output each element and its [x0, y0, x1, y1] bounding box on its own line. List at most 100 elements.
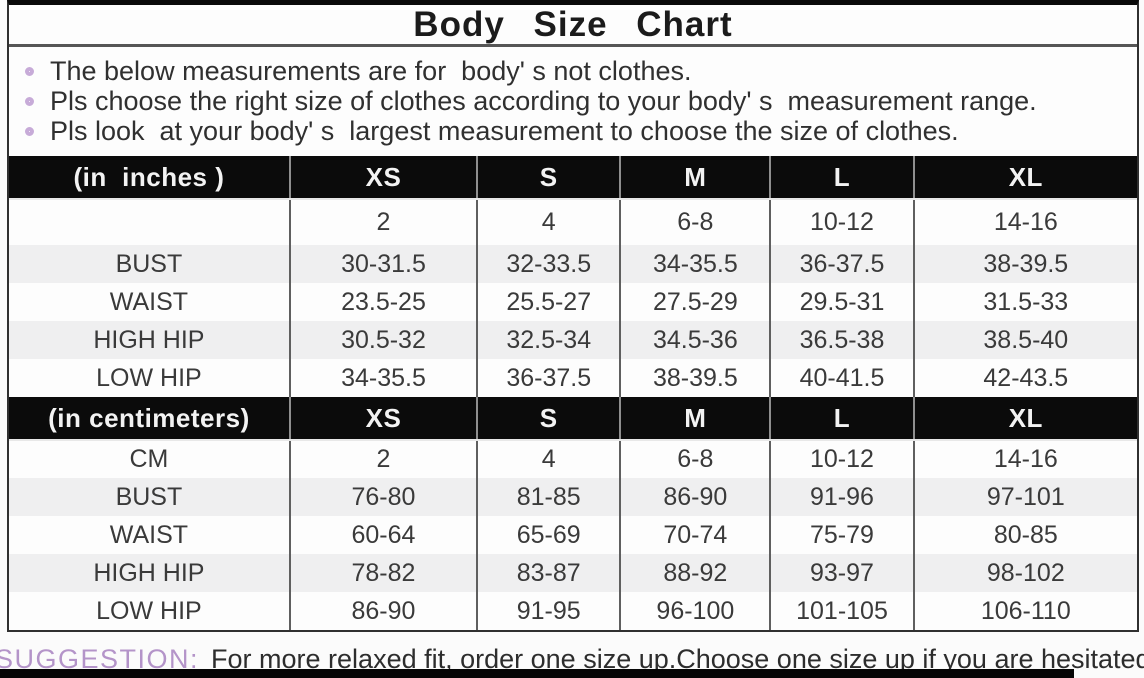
measure-label: WAIST: [109, 520, 189, 549]
size-table-centimeters: (in centimeters) XS S M L XL CM 2 4 6-8 10-12 14-16…: [9, 397, 1137, 630]
size-value: 101-105: [769, 592, 914, 630]
measure-label: LOW HIP: [96, 363, 202, 392]
size-value: 38-39.5: [619, 359, 771, 397]
size-column-header: S: [476, 156, 621, 200]
size-value: 36.5-38: [769, 321, 914, 359]
size-value: 29.5-31: [769, 283, 914, 321]
size-value: 14-16: [912, 440, 1137, 478]
note-line: Pls choose the right size of clothes acc…: [25, 86, 1129, 116]
size-value: 6-8: [619, 199, 771, 245]
size-value: 34-35.5: [288, 359, 478, 397]
size-value: 88-92: [619, 554, 771, 592]
measure-label: CM: [129, 445, 169, 473]
size-value: 4: [476, 440, 621, 478]
measure-label: HIGH HIP: [93, 325, 205, 354]
header-row: (in centimeters) XS S M L XL: [9, 397, 1137, 441]
size-value: 93-97: [769, 554, 914, 592]
size-value: 81-85: [476, 478, 621, 516]
table-row: HIGH HIP 30.5-32 32.5-34 34.5-36 36.5-38 38.5…: [9, 321, 1137, 359]
size-value: 91-96: [769, 478, 914, 516]
size-value: 78-82: [288, 554, 478, 592]
size-column-header: S: [476, 397, 621, 441]
size-column-header: XL: [912, 397, 1137, 441]
size-column-header: XS: [288, 156, 478, 200]
size-value: 60-64: [288, 516, 478, 554]
size-value: 14-16: [912, 199, 1137, 245]
note-text: Pls look at your body' s largest measure…: [50, 116, 959, 146]
size-column-header: M: [619, 156, 771, 200]
size-column-header: XS: [288, 397, 478, 441]
table-row: 2 4 6-8 10-12 14-16: [9, 199, 1137, 245]
size-value: 30-31.5: [288, 245, 478, 283]
size-table-inches: (in inches ) XS S M L XL 2 4 6-8 10-12 14-16 BUST 30…: [9, 156, 1137, 397]
size-value: 25.5-27: [476, 283, 621, 321]
bullet-icon: [25, 126, 34, 136]
unit-header: (in centimeters): [9, 397, 290, 441]
size-value: 10-12: [769, 440, 914, 478]
note-line: Pls look at your body' s largest measure…: [25, 116, 1129, 146]
size-value: 97-101: [912, 478, 1137, 516]
table-row: WAIST 60-64 65-69 70-74 75-79 80-85: [9, 516, 1137, 554]
header-row: (in inches ) XS S M L XL: [9, 156, 1137, 200]
size-value: 65-69: [476, 516, 621, 554]
table-row: CM 2 4 6-8 10-12 14-16: [9, 440, 1137, 478]
table-row: BUST 76-80 81-85 86-90 91-96 97-101: [9, 478, 1137, 516]
size-value: 31.5-33: [912, 283, 1137, 321]
size-value: 98-102: [912, 554, 1137, 592]
table-row: LOW HIP 86-90 91-95 96-100 101-105 106-110: [9, 592, 1137, 630]
size-value: 36-37.5: [769, 245, 914, 283]
size-value: 96-100: [619, 592, 771, 630]
size-value: 38.5-40: [912, 321, 1137, 359]
size-value: 30.5-32: [288, 321, 478, 359]
size-column-header: L: [769, 156, 914, 200]
size-value: 70-74: [619, 516, 771, 554]
size-value: 10-12: [769, 199, 914, 245]
size-value: 34.5-36: [619, 321, 771, 359]
measure-label: BUST: [115, 482, 183, 511]
size-value: 86-90: [288, 592, 478, 630]
measure-label: [9, 199, 290, 245]
size-value: 34-35.5: [619, 245, 771, 283]
bottom-black-bar: [0, 669, 1074, 678]
size-value: 6-8: [619, 440, 771, 478]
size-value: 106-110: [912, 592, 1137, 630]
size-value: 83-87: [476, 554, 621, 592]
size-column-header: M: [619, 397, 771, 441]
size-value: 40-41.5: [769, 359, 914, 397]
size-value: 86-90: [619, 478, 771, 516]
note-text: The below measurements are for body' s n…: [50, 56, 692, 86]
size-value: 36-37.5: [476, 359, 621, 397]
size-value: 27.5-29: [619, 283, 771, 321]
size-value: 42-43.5: [912, 359, 1137, 397]
size-value: 75-79: [769, 516, 914, 554]
size-column-header: XL: [912, 156, 1137, 200]
size-value: 23.5-25: [288, 283, 478, 321]
table-row: WAIST 23.5-25 25.5-27 27.5-29 29.5-31 31.5-33: [9, 283, 1137, 321]
note-text: Pls choose the right size of clothes acc…: [50, 86, 1037, 116]
size-value: 32-33.5: [476, 245, 621, 283]
size-value: 38-39.5: [912, 245, 1137, 283]
unit-header: (in inches ): [9, 156, 290, 200]
note-line: The below measurements are for body' s n…: [25, 56, 1129, 86]
table-row: LOW HIP 34-35.5 36-37.5 38-39.5 40-41.5 42-43…: [9, 359, 1137, 397]
size-value: 4: [476, 199, 621, 245]
measure-label: WAIST: [109, 287, 189, 316]
size-value: 91-95: [476, 592, 621, 630]
size-value: 2: [288, 440, 478, 478]
bullet-icon: [25, 96, 34, 106]
measure-label: LOW HIP: [96, 596, 202, 625]
size-column-header: L: [769, 397, 914, 441]
table-row: HIGH HIP 78-82 83-87 88-92 93-97 98-102: [9, 554, 1137, 592]
notes-section: The below measurements are for body' s n…: [9, 47, 1137, 156]
measure-label: BUST: [115, 249, 183, 278]
chart-frame: Body Size Chart The below measurements a…: [7, 0, 1139, 632]
table-row: BUST 30-31.5 32-33.5 34-35.5 36-37.5 38-39.5: [9, 245, 1137, 283]
measure-label: HIGH HIP: [93, 558, 205, 587]
size-value: 76-80: [288, 478, 478, 516]
size-value: 32.5-34: [476, 321, 621, 359]
page-title: Body Size Chart: [9, 5, 1137, 47]
bullet-icon: [25, 66, 34, 76]
size-value: 80-85: [912, 516, 1137, 554]
size-value: 2: [288, 199, 478, 245]
